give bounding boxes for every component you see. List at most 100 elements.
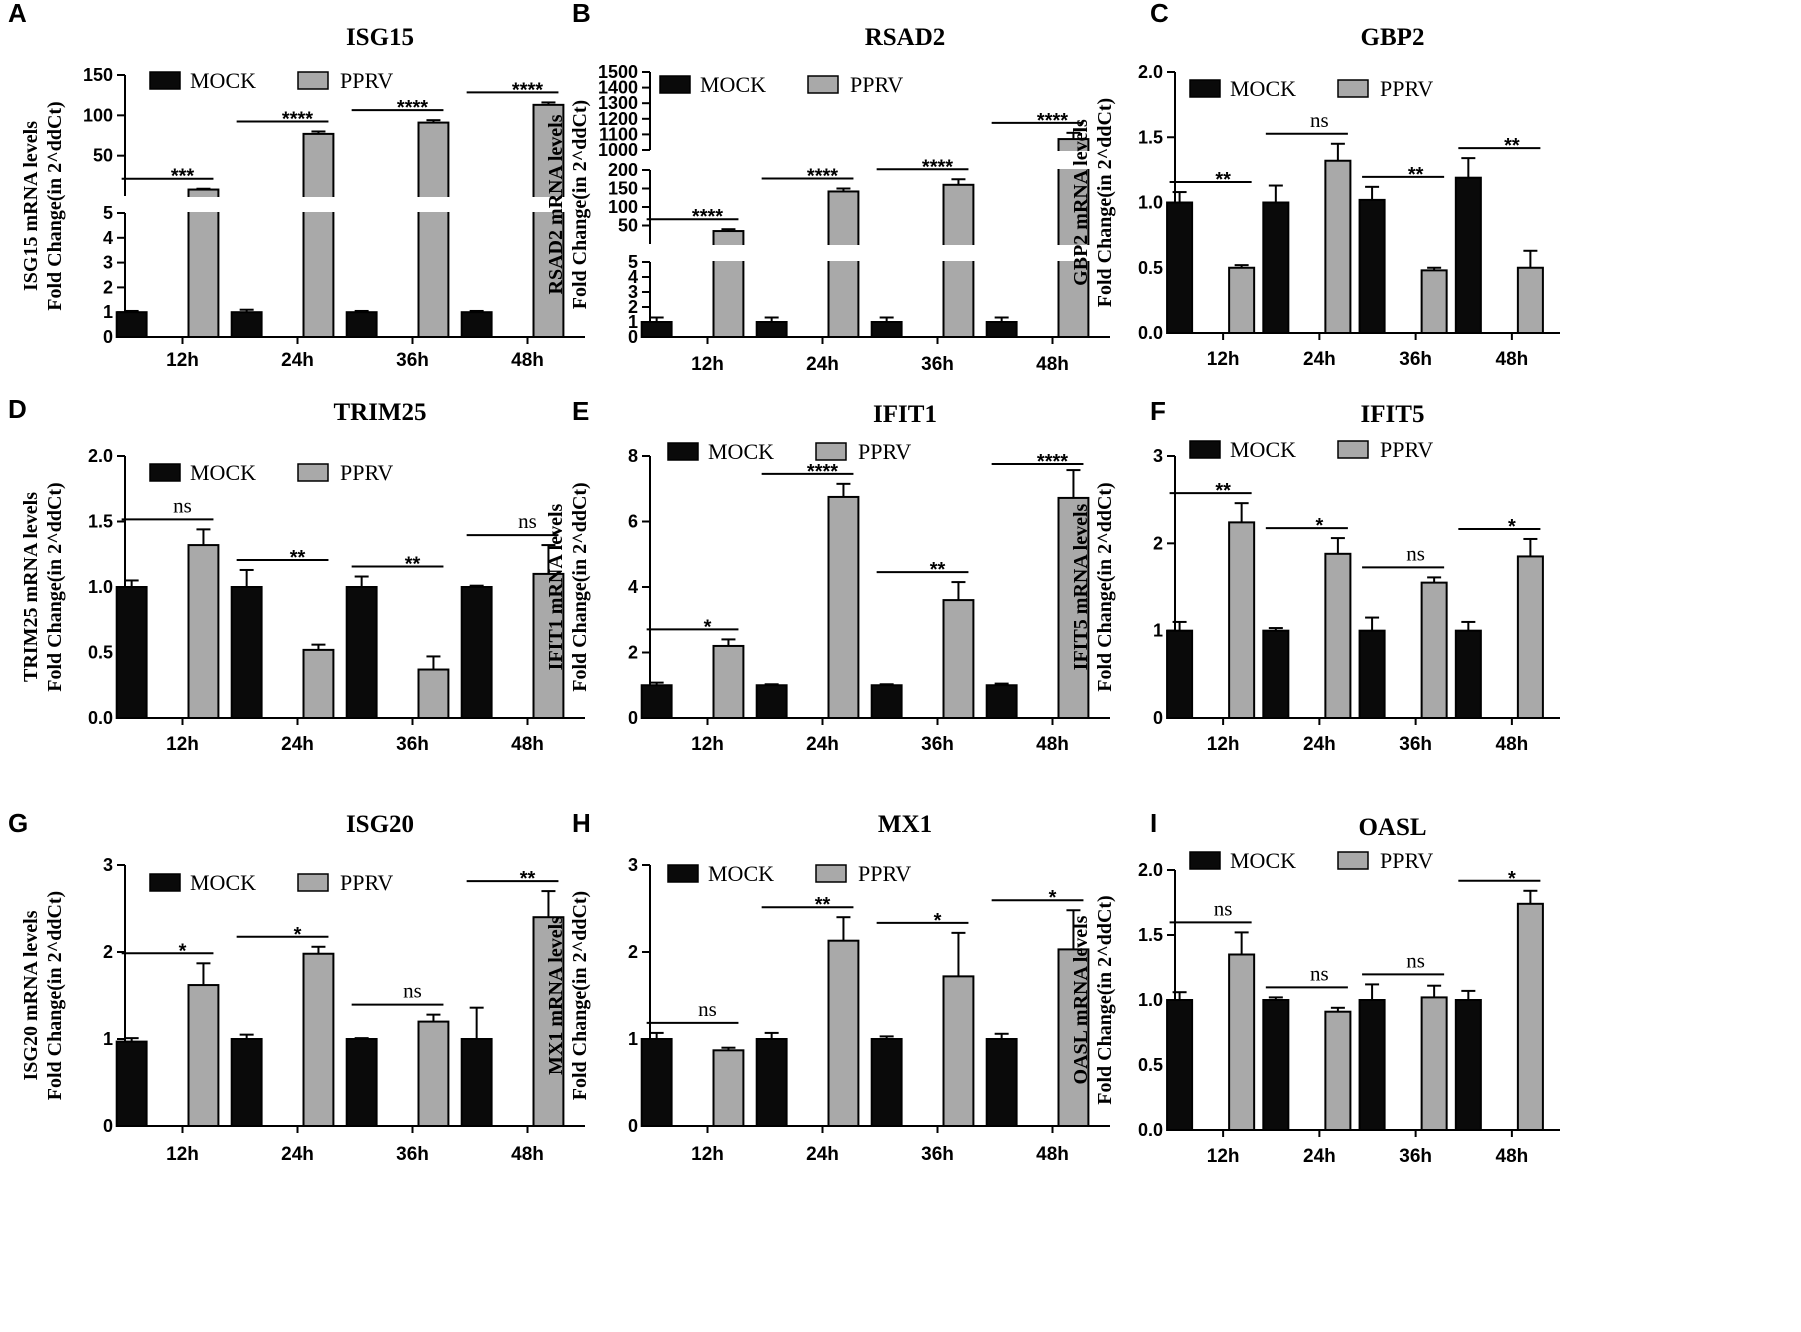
significance-label: **** [282,108,313,130]
panel-letter: H [572,808,591,838]
y-axis-label: ISG20 mRNA levels [20,910,42,1080]
bar-pprv [712,644,745,720]
significance-label: ** [1504,135,1520,157]
x-tick-label: 48h [1036,734,1069,755]
y-axis-label: Fold Change(in 2^ddCt) [44,891,66,1100]
y-tick-label: 1.0 [1138,990,1163,1010]
bar-mock [985,684,1018,719]
bar-mock [870,1038,903,1127]
legend-label-pprv: PPRV [340,68,393,93]
chart-title: MX1 [878,811,932,838]
panel-c: C GBP2 GBP2 mRNA levels Fold Change(in 2^dd… [1070,0,1560,370]
bar-pprv [1324,159,1352,334]
y-tick-label: 1.0 [1138,193,1163,213]
bar-pprv [302,132,335,338]
y-tick-label: 50 [93,146,113,166]
x-tick-label: 24h [1303,734,1336,755]
bar-pprv [532,916,565,1128]
significance-label: ** [1408,164,1424,186]
legend-swatch-pprv [297,463,329,482]
bar-mock [115,586,148,719]
bar-pprv [1228,953,1256,1131]
bar-mock [755,684,788,719]
y-tick-label: 3 [1153,446,1163,466]
bar-pprv [417,668,450,720]
x-tick-label: 48h [1496,734,1529,755]
legend-label-pprv: PPRV [850,72,903,97]
significance-label: ** [520,868,536,890]
y-axis-label: Fold Change(in 2^ddCt) [569,891,591,1100]
bar-mock [755,1038,788,1127]
significance-label: **** [397,97,428,119]
legend-label-pprv: PPRV [858,861,911,886]
y-tick-label: 0 [628,1116,638,1136]
y-tick-label: 200 [608,160,638,180]
panel-letter: I [1150,808,1157,838]
bar-mock [460,1038,493,1127]
x-tick-label: 48h [1036,1144,1069,1165]
x-tick-label: 24h [806,354,839,375]
y-tick-label: 1 [1153,621,1163,641]
y-axis-label: RSAD2 mRNA levels [545,114,567,294]
bar-pprv [1324,1010,1352,1132]
axis-break-gap [416,197,451,212]
y-tick-label: 1 [628,1029,638,1049]
bar-pprv [532,103,565,338]
panel-e: E IFIT1 IFIT1 mRNA levels Fold Change(in 2^… [545,396,1110,755]
significance-label: * [1508,868,1516,890]
legend-swatch-pprv [807,75,839,94]
bar-pprv [942,599,975,719]
x-tick-label: 36h [396,734,429,755]
x-tick-label: 48h [1496,349,1529,370]
y-tick-label: 1400 [598,78,638,98]
legend-swatch-pprv [297,873,329,892]
y-tick-label: 100 [83,105,113,125]
y-axis-label: GBP2 mRNA levels [1070,119,1092,286]
y-tick-label: 1 [628,312,638,332]
x-tick-label: 12h [1207,1146,1240,1167]
y-axis-label: TRIM25 mRNA levels [20,492,42,682]
y-tick-label: 3 [103,855,113,875]
significance-label: ns [1214,896,1233,920]
bar-mock [870,321,903,338]
bar-mock [115,311,148,339]
y-tick-label: 0 [628,327,638,347]
x-tick-label: 24h [1303,1146,1336,1167]
x-tick-label: 12h [691,354,724,375]
significance-label: * [704,616,712,638]
significance-label: * [179,940,187,962]
axis-break-gap [1056,245,1091,261]
bar-pprv [1420,269,1448,334]
legend-swatch-mock [667,864,699,883]
bar-mock [755,321,788,338]
significance-label: **** [512,79,543,101]
y-tick-label: 1300 [598,93,638,113]
bar-pprv [942,975,975,1127]
legend-label-mock: MOCK [708,861,774,886]
chart-title: OASL [1358,814,1426,841]
x-tick-label: 36h [1399,1146,1432,1167]
panel-letter: B [572,0,591,28]
bar-mock [870,684,903,719]
bar-pprv [1324,552,1352,720]
bar-mock [1358,999,1386,1131]
y-axis-label: IFIT1 mRNA levels [545,503,567,670]
y-tick-label: 3 [628,282,638,302]
chart-title: RSAD2 [865,24,946,51]
significance-label: ns [1310,961,1329,985]
legend-swatch-mock [149,873,181,892]
chart-title: TRIM25 [333,399,426,426]
bar-mock [1262,629,1290,720]
legend-swatch-mock [149,463,181,482]
significance-label: **** [1037,451,1068,473]
panel-g: G ISG20 ISG20 mRNA levels Fold Change(in 2^… [8,808,585,1165]
significance-label: *** [171,166,195,188]
bar-pprv [1420,996,1448,1132]
legend-label-pprv: PPRV [340,870,393,895]
bar-mock [1454,629,1482,720]
x-tick-label: 12h [166,1144,199,1165]
y-tick-label: 150 [83,65,113,85]
x-tick-label: 12h [166,734,199,755]
y-tick-label: 1 [103,1029,113,1049]
panel-i: I OASL OASL mRNA levels Fold Change(in 2^dd… [1070,808,1560,1167]
